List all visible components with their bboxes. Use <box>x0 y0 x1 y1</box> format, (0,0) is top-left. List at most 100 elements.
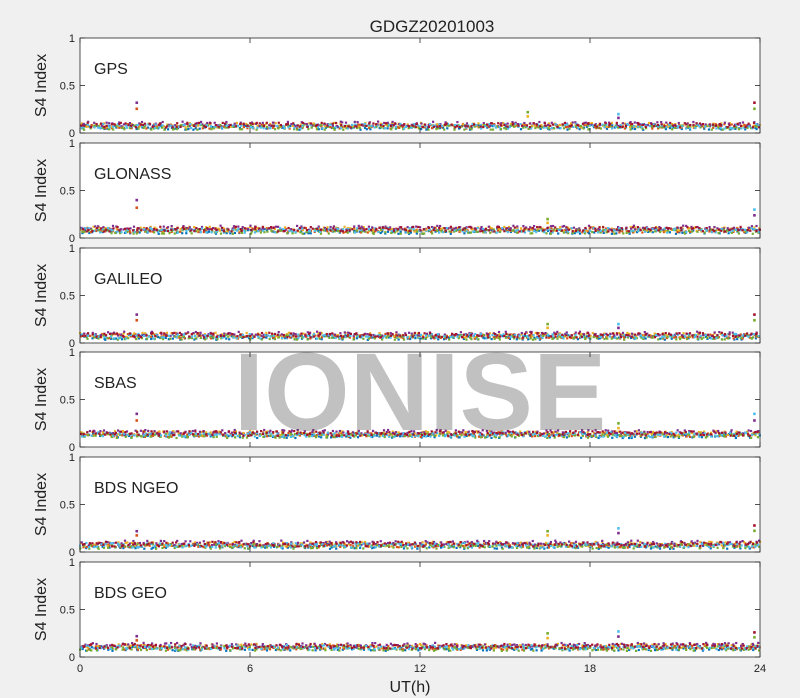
data-point <box>358 125 361 128</box>
data-point <box>554 229 557 232</box>
spike-point <box>526 110 530 114</box>
data-point <box>258 334 261 337</box>
data-point <box>174 335 177 338</box>
data-point <box>472 335 475 338</box>
data-point <box>259 229 262 232</box>
data-point <box>108 230 111 233</box>
data-point <box>311 227 314 230</box>
data-point <box>593 231 596 234</box>
data-point <box>481 227 485 231</box>
data-point <box>117 337 120 340</box>
data-point <box>93 333 96 336</box>
data-point <box>686 337 689 341</box>
data-point <box>131 123 134 127</box>
data-point <box>485 429 488 433</box>
data-point <box>177 126 180 129</box>
data-point <box>544 228 547 231</box>
data-point <box>672 436 675 439</box>
data-point <box>668 127 671 130</box>
data-point <box>668 123 671 126</box>
data-point <box>587 128 590 131</box>
data-point <box>589 124 592 127</box>
data-point <box>253 228 256 231</box>
data-point <box>594 335 597 338</box>
data-point <box>191 429 194 433</box>
data-point <box>192 332 195 335</box>
data-point <box>269 434 272 438</box>
data-point <box>737 229 740 232</box>
data-point <box>298 128 301 131</box>
data-point <box>199 336 202 340</box>
data-point <box>193 226 196 229</box>
data-point <box>167 436 170 439</box>
data-point <box>150 337 153 341</box>
data-point <box>153 231 156 234</box>
data-point <box>86 337 89 340</box>
data-point <box>278 436 281 439</box>
data-point <box>694 127 697 130</box>
data-point <box>391 227 394 231</box>
data-point <box>508 228 511 231</box>
data-point <box>153 226 156 229</box>
data-point <box>565 436 568 439</box>
data-point <box>212 431 215 434</box>
data-point <box>664 128 667 131</box>
data-point <box>437 127 440 130</box>
data-point <box>164 336 167 339</box>
data-point <box>402 336 405 340</box>
data-point <box>559 336 562 339</box>
data-point <box>526 334 529 338</box>
data-point <box>642 128 645 131</box>
data-point <box>451 228 454 231</box>
data-point <box>520 432 523 435</box>
data-point <box>429 123 432 126</box>
data-point <box>636 231 639 234</box>
data-point <box>97 225 100 228</box>
data-point <box>688 227 691 230</box>
data-point <box>385 227 388 230</box>
data-point <box>719 332 722 336</box>
data-point <box>465 434 468 438</box>
data-point <box>245 227 248 230</box>
data-point <box>398 126 401 129</box>
data-point <box>326 230 329 233</box>
data-point <box>623 334 626 337</box>
data-point <box>529 226 532 229</box>
data-point <box>239 121 242 124</box>
data-point <box>626 331 629 334</box>
data-point <box>720 229 723 232</box>
data-point <box>550 126 553 129</box>
data-point <box>598 124 602 127</box>
data-point <box>718 331 721 334</box>
data-point <box>741 121 745 124</box>
data-point <box>740 335 743 338</box>
data-point <box>163 229 166 232</box>
data-point <box>527 338 530 341</box>
data-point <box>138 231 141 234</box>
data-point <box>544 124 547 127</box>
data-point <box>462 337 465 340</box>
data-point <box>96 227 99 230</box>
data-point <box>339 120 342 123</box>
data-point <box>727 337 730 340</box>
data-point <box>240 124 243 127</box>
data-point <box>598 122 601 125</box>
data-point <box>478 126 481 129</box>
data-point <box>542 432 545 435</box>
data-point <box>650 123 653 126</box>
data-point <box>659 227 662 230</box>
data-point <box>367 228 370 231</box>
data-point <box>507 225 511 229</box>
data-point <box>466 334 469 337</box>
data-point <box>746 126 749 129</box>
data-point <box>389 123 392 126</box>
data-point <box>179 337 182 340</box>
data-point <box>464 336 467 339</box>
data-point <box>646 124 649 127</box>
data-point <box>446 122 449 125</box>
data-point <box>514 121 517 124</box>
data-point <box>181 333 184 337</box>
data-point <box>481 336 484 339</box>
data-point <box>493 435 496 438</box>
data-point <box>251 123 254 126</box>
